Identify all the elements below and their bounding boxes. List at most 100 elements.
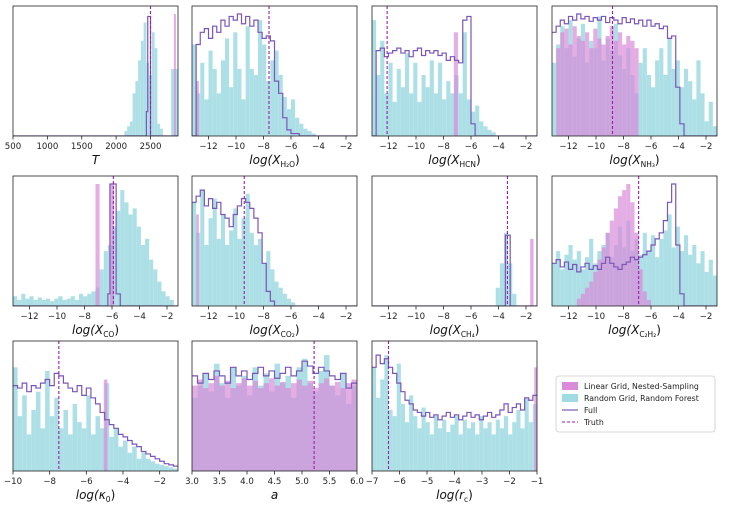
x-tick-label: −6 bbox=[106, 312, 119, 322]
full-step-line bbox=[192, 189, 357, 306]
ns-bar bbox=[109, 184, 115, 306]
x-tick-label: −6 bbox=[393, 477, 406, 487]
ns-bar bbox=[335, 381, 341, 471]
x-axis-label: log(XCH₄) bbox=[430, 323, 480, 339]
x-tick-label: 6.0 bbox=[350, 477, 364, 487]
rf-bar bbox=[372, 367, 377, 471]
rf-bar bbox=[229, 230, 234, 306]
rf-bar bbox=[208, 50, 213, 136]
full-step-line bbox=[372, 234, 537, 306]
x-tick-label: −10 bbox=[48, 312, 66, 322]
x-tick-label: −10 bbox=[407, 312, 425, 322]
rf-bar bbox=[192, 44, 197, 136]
ns-bar bbox=[605, 232, 610, 306]
panel-7: −12 −10 −8 −6 −4 −2 log(XCH₄) bbox=[371, 175, 538, 339]
x-axis-label: log(XC₂H₂) bbox=[608, 323, 661, 339]
rf-bar bbox=[442, 99, 447, 136]
x-tick-label: −4 bbox=[312, 142, 325, 152]
x-label-main: log(X bbox=[249, 153, 281, 167]
rf-bar bbox=[376, 75, 381, 136]
full-step-line bbox=[552, 183, 717, 306]
rf-bar bbox=[388, 410, 393, 471]
ns-bar bbox=[103, 379, 108, 471]
rf-bar bbox=[168, 467, 174, 471]
rf-bar bbox=[421, 75, 426, 136]
x-tick-label: −12 bbox=[20, 312, 38, 322]
rf-bar bbox=[258, 20, 263, 136]
ns-bar bbox=[613, 40, 618, 136]
rf-bar bbox=[667, 38, 672, 136]
rf-bar bbox=[712, 275, 717, 306]
rf-bar bbox=[659, 48, 664, 136]
rf-bar bbox=[132, 93, 136, 136]
x-tick-label: −4 bbox=[448, 477, 461, 487]
ns-bar bbox=[324, 378, 330, 471]
x-tick-label: −2 bbox=[161, 312, 174, 322]
rf-bar bbox=[429, 434, 434, 471]
ns-bar bbox=[585, 287, 590, 306]
rf-bar bbox=[140, 245, 145, 306]
x-tick-label: −2 bbox=[700, 312, 713, 322]
x-label-main: log(X bbox=[249, 323, 281, 337]
rf-bar bbox=[153, 269, 158, 306]
ns-bar bbox=[622, 44, 627, 136]
rf-bar bbox=[145, 458, 151, 471]
rf-bar bbox=[409, 395, 414, 471]
rf-bar bbox=[90, 434, 96, 471]
rf-bar bbox=[307, 131, 312, 136]
x-tick-label: −10 bbox=[587, 312, 605, 322]
x-tick-label: 3.0 bbox=[185, 477, 199, 487]
ns-bar bbox=[313, 388, 319, 471]
rf-bar bbox=[120, 190, 125, 306]
ns-bar bbox=[225, 380, 231, 471]
axes-frame bbox=[12, 175, 179, 307]
ns-bar bbox=[95, 184, 100, 306]
ns-bar bbox=[585, 32, 590, 136]
rf-bar bbox=[421, 407, 426, 471]
rf-bar bbox=[13, 367, 18, 471]
rf-bar bbox=[237, 238, 242, 306]
rf-bar bbox=[66, 298, 71, 306]
rf-bar bbox=[116, 210, 121, 306]
rf-bar bbox=[161, 291, 166, 306]
rf-bar bbox=[45, 370, 50, 471]
rf-bar bbox=[667, 214, 672, 306]
rf-bar bbox=[413, 62, 418, 136]
axes-frame bbox=[551, 175, 718, 307]
rf-bar bbox=[22, 395, 27, 471]
rf-bar bbox=[572, 259, 577, 306]
ns-bar bbox=[576, 35, 581, 136]
rf-bar bbox=[54, 298, 59, 306]
plot-area bbox=[552, 6, 717, 136]
rf-bar bbox=[712, 126, 717, 136]
rf-bar bbox=[663, 230, 668, 306]
x-tick-label: −2 bbox=[520, 142, 533, 152]
x-axis-label: T bbox=[92, 153, 101, 167]
rf-bar bbox=[62, 299, 67, 306]
rf-bar bbox=[58, 296, 63, 306]
rf-bar bbox=[127, 126, 130, 136]
ns-bar bbox=[597, 259, 602, 306]
rf-bar bbox=[291, 99, 296, 136]
rf-bar bbox=[479, 121, 484, 136]
rf-bar bbox=[458, 93, 463, 136]
x-tick-label: −6 bbox=[80, 477, 93, 487]
rf-bar bbox=[136, 226, 141, 306]
x-tick-label: 2500 bbox=[140, 142, 162, 152]
rf-bar bbox=[29, 296, 34, 306]
rf-bar bbox=[417, 428, 422, 471]
ns-bar bbox=[302, 385, 308, 471]
x-tick-label: 4.5 bbox=[268, 477, 282, 487]
rf-bar bbox=[41, 299, 46, 306]
x-label-subscript: CH₄ bbox=[461, 330, 475, 339]
x-tick-label: −10 bbox=[227, 312, 245, 322]
x-tick-label: −4 bbox=[133, 312, 146, 322]
ns-bar bbox=[453, 32, 458, 136]
legend-rf-swatch bbox=[562, 394, 578, 402]
rf-bar bbox=[216, 93, 221, 136]
rf-bar bbox=[413, 416, 418, 471]
rf-bar bbox=[675, 60, 680, 136]
rf-bar bbox=[396, 68, 401, 136]
rf-bar bbox=[655, 257, 660, 306]
rf-bar bbox=[504, 232, 509, 306]
